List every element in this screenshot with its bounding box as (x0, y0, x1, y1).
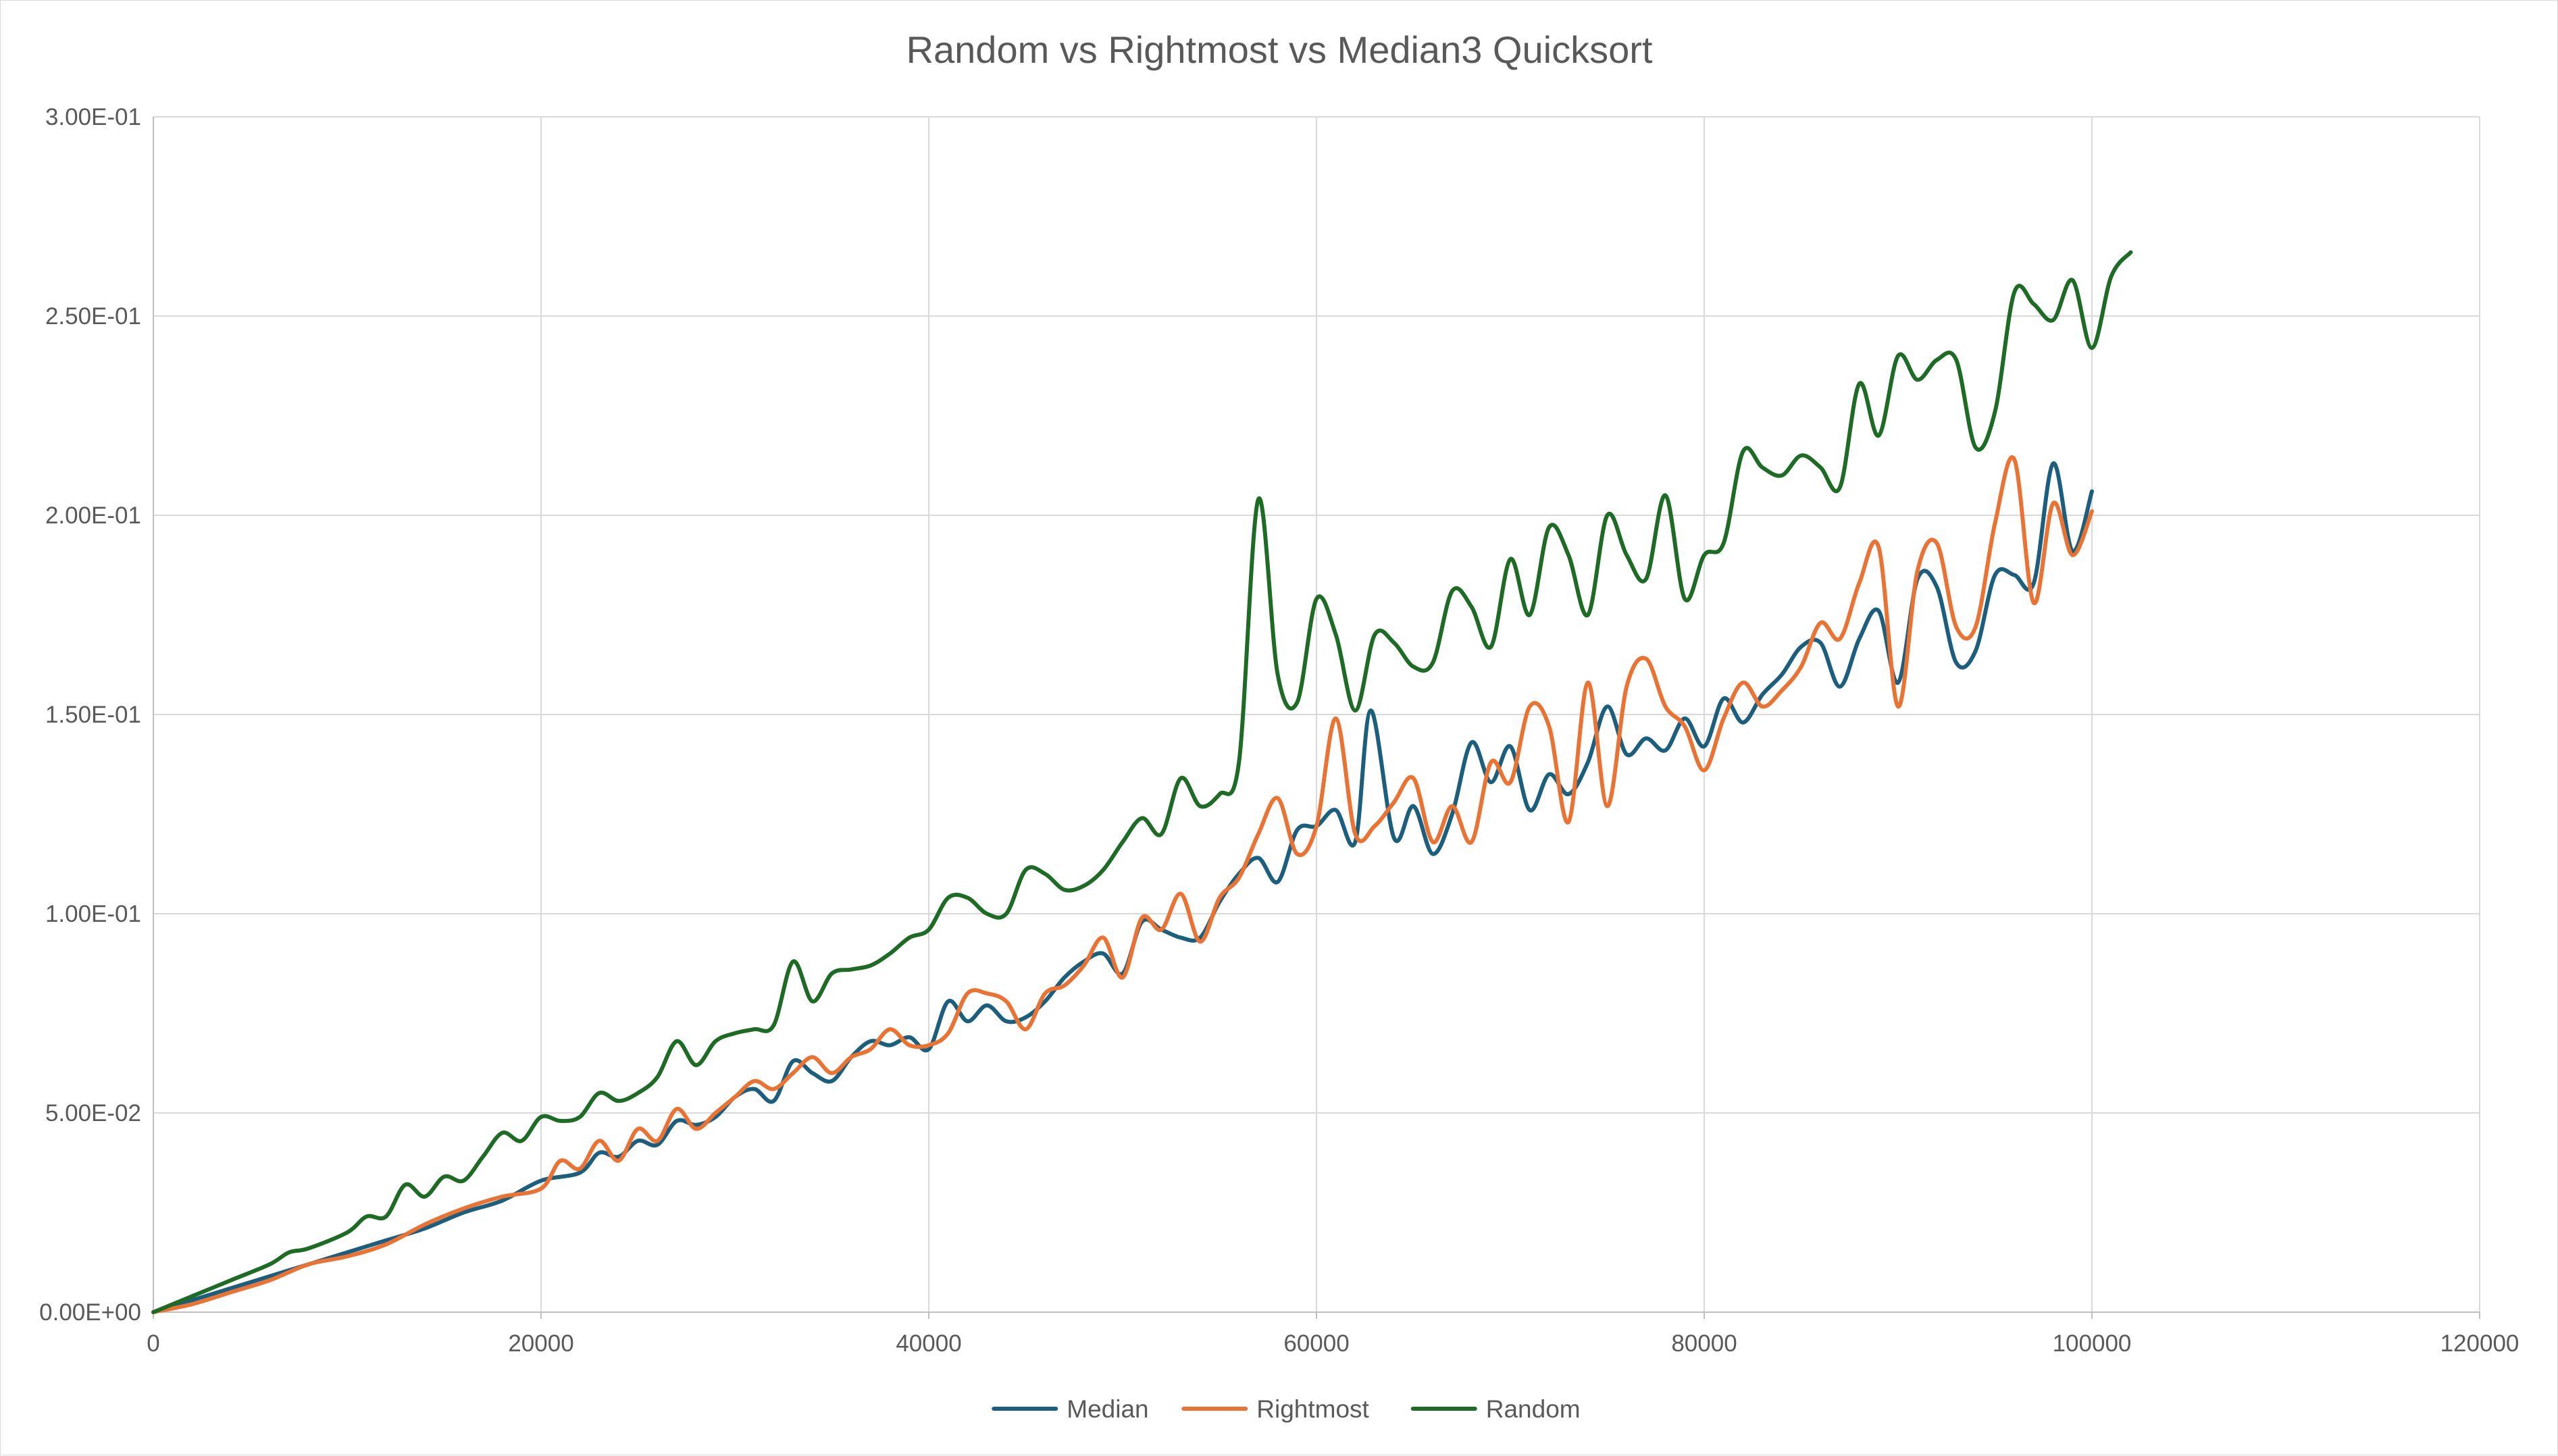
x-tick-label: 80000 (1671, 1330, 1737, 1357)
y-tick-label: 3.00E-01 (45, 104, 141, 130)
x-tick-label: 20000 (508, 1330, 573, 1357)
grid-lines (153, 116, 2480, 1313)
plot-series (151, 250, 2133, 1314)
legend-label-rightmost: Rightmost (1256, 1395, 1369, 1423)
series-line-random (151, 250, 2133, 1314)
y-tick-label: 2.00E-01 (45, 502, 141, 529)
legend-label-median: Median (1067, 1395, 1148, 1423)
series-line-median (151, 461, 2094, 1314)
y-tick-label: 1.00E-01 (45, 901, 141, 927)
y-tick-label: 5.00E-02 (45, 1100, 141, 1126)
x-tick-label: 120000 (2440, 1330, 2519, 1357)
y-tick-label: 1.50E-01 (45, 702, 141, 728)
y-tick-label: 2.50E-01 (45, 303, 141, 330)
y-tick-label: 0.00E+00 (39, 1299, 141, 1326)
x-tick-label: 100000 (2053, 1330, 2132, 1357)
chart-title: Random vs Rightmost vs Median3 Quicksort (906, 28, 1653, 71)
x-tick-label: 40000 (896, 1330, 961, 1357)
legend-label-random: Random (1486, 1395, 1581, 1423)
legend: Median Rightmost Random (992, 1395, 1581, 1423)
x-tick-label: 60000 (1283, 1330, 1349, 1357)
x-tick-label: 0 (147, 1330, 159, 1357)
series-line-rightmost (151, 455, 2094, 1314)
axes: 0.00E+00 5.00E-02 1.00E-01 1.50E-01 2.00E-01… (39, 104, 2519, 1357)
